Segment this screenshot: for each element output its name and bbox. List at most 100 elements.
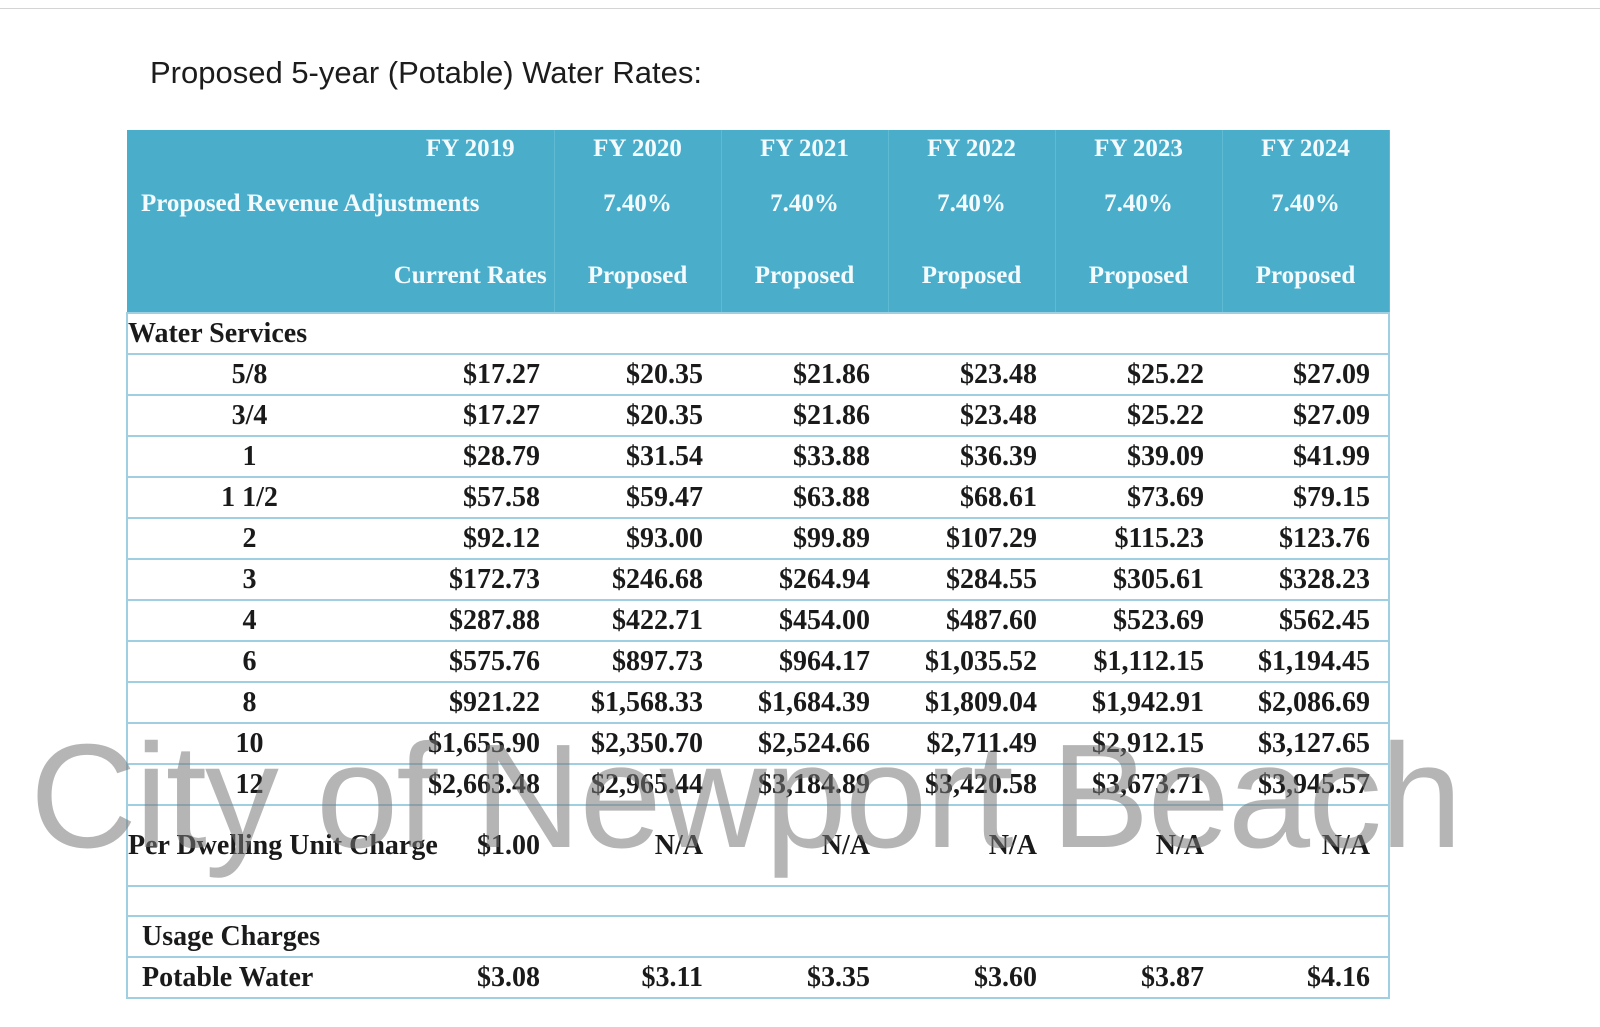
rate-value: $1,809.04	[888, 681, 1055, 723]
rate-value: $123.76	[1222, 517, 1390, 559]
rate-value: $1,035.52	[888, 640, 1055, 682]
rate-value: $897.73	[554, 640, 721, 682]
rate-value: $73.69	[1055, 476, 1222, 518]
rate-value: $68.61	[888, 476, 1055, 518]
adjustment-percent: 7.40%	[1222, 168, 1390, 240]
rate-value: $562.45	[1222, 599, 1390, 641]
rate-value: $28.79	[387, 435, 554, 477]
rate-value: $921.22	[387, 681, 554, 723]
rate-value: $1,684.39	[721, 681, 888, 723]
year-header: FY 2020	[554, 130, 722, 168]
table-row: 3 $172.73 $246.68 $264.94 $284.55 $305.61 $328…	[126, 558, 1390, 600]
fiscal-year-header-row: FY 2019 FY 2020 FY 2021 FY 2022 FY 2023 …	[127, 130, 1390, 168]
rate-status: Proposed	[1055, 240, 1223, 313]
table-row: 1 $28.79 $31.54 $33.88 $36.39 $39.09 $41.99	[126, 435, 1390, 477]
rate-value: $487.60	[888, 599, 1055, 641]
table-row: 12 $2,663.48 $2,965.44 $3,184.89 $3,420.58 $3…	[126, 763, 1390, 805]
meter-size: 3/4	[126, 394, 387, 436]
rate-value: $20.35	[554, 394, 721, 436]
adjustment-percent: 7.40%	[721, 168, 889, 240]
blank-cell	[126, 885, 1390, 916]
rate-value: $172.73	[387, 558, 554, 600]
rate-value: $328.23	[1222, 558, 1390, 600]
rate-value: $99.89	[721, 517, 888, 559]
water-rates-table: FY 2019 FY 2020 FY 2021 FY 2022 FY 2023 …	[126, 130, 1390, 999]
adjustment-percent: 7.40%	[554, 168, 722, 240]
status-corner-cell	[127, 240, 387, 313]
revenue-adjustment-header-row: Proposed Revenue Adjustments 7.40% 7.40%…	[127, 168, 1390, 240]
rate-value: $287.88	[387, 599, 554, 641]
rate-value: $25.22	[1055, 353, 1222, 395]
rate-value: N/A	[888, 804, 1055, 886]
potable-water-row: Potable Water $3.08 $3.11 $3.35 $3.60 $3.87 $4…	[126, 956, 1390, 999]
rate-value: N/A	[1222, 804, 1390, 886]
rate-value: $3.35	[721, 956, 888, 999]
rate-value: $23.48	[888, 394, 1055, 436]
rate-value: $25.22	[1055, 394, 1222, 436]
adjustment-percent	[387, 168, 555, 240]
rate-value: $2,663.48	[387, 763, 554, 805]
rate-value: $284.55	[888, 558, 1055, 600]
blank-row	[126, 885, 1390, 916]
table-row: 8 $921.22 $1,568.33 $1,684.39 $1,809.04 $1,94…	[126, 681, 1390, 723]
rate-value: $454.00	[721, 599, 888, 641]
rate-value: $3,420.58	[888, 763, 1055, 805]
top-divider	[0, 8, 1600, 9]
rate-value: $3,945.57	[1222, 763, 1390, 805]
section-header-row: Water Services	[126, 312, 1390, 354]
water-services-heading: Water Services	[126, 312, 1390, 354]
rate-value: $63.88	[721, 476, 888, 518]
rate-value: $3,127.65	[1222, 722, 1390, 764]
rate-value: $264.94	[721, 558, 888, 600]
rate-status: Proposed	[1222, 240, 1390, 313]
rate-value: $964.17	[721, 640, 888, 682]
adjustment-percent: 7.40%	[1055, 168, 1223, 240]
document-title: Proposed 5-year (Potable) Water Rates:	[150, 55, 702, 90]
meter-size: 3	[126, 558, 387, 600]
rate-value: $2,350.70	[554, 722, 721, 764]
rate-value: $3.11	[554, 956, 721, 999]
rates-table-body: Water Services 5/8 $17.27 $20.35 $21.86 $23.…	[126, 312, 1390, 999]
table-row: 4 $287.88 $422.71 $454.00 $487.60 $523.69 $562…	[126, 599, 1390, 641]
rate-value: $21.86	[721, 394, 888, 436]
meter-size: 10	[126, 722, 387, 764]
rate-value: $1,112.15	[1055, 640, 1222, 682]
rate-value: $3,673.71	[1055, 763, 1222, 805]
meter-size: 5/8	[126, 353, 387, 395]
rate-status: Current Rates	[387, 240, 555, 313]
per-dwelling-label: Per Dwelling Unit Charge	[126, 804, 438, 886]
rate-value: $92.12	[387, 517, 554, 559]
rate-value: $305.61	[1055, 558, 1222, 600]
rate-value: $20.35	[554, 353, 721, 395]
rate-value: $3.87	[1055, 956, 1222, 999]
rate-value: $41.99	[1222, 435, 1390, 477]
table-row: 5/8 $17.27 $20.35 $21.86 $23.48 $25.22 $27.09	[126, 353, 1390, 395]
rate-value: $1,194.45	[1222, 640, 1390, 682]
table-row: 6 $575.76 $897.73 $964.17 $1,035.52 $1,112.15…	[126, 640, 1390, 682]
rate-value: $523.69	[1055, 599, 1222, 641]
rate-value: N/A	[1055, 804, 1222, 886]
rate-value: $31.54	[554, 435, 721, 477]
header-corner-cell	[127, 130, 387, 168]
rate-status: Proposed	[721, 240, 889, 313]
rate-value: $79.15	[1222, 476, 1390, 518]
rate-value: $1,568.33	[554, 681, 721, 723]
year-header: FY 2024	[1222, 130, 1390, 168]
rate-value: $27.09	[1222, 353, 1390, 395]
table-row: 2 $92.12 $93.00 $99.89 $107.29 $115.23 $123.76	[126, 517, 1390, 559]
year-header: FY 2022	[888, 130, 1056, 168]
section-header-row: Usage Charges	[126, 915, 1390, 957]
rate-status: Proposed	[888, 240, 1056, 313]
rate-value: N/A	[554, 804, 721, 886]
rate-value: $36.39	[888, 435, 1055, 477]
meter-size: 1 1/2	[126, 476, 387, 518]
rate-value: $575.76	[387, 640, 554, 682]
rate-status: Proposed	[554, 240, 722, 313]
rate-value: $23.48	[888, 353, 1055, 395]
revenue-adjustment-label: Proposed Revenue Adjustments	[127, 168, 479, 240]
rate-value: $2,965.44	[554, 763, 721, 805]
rate-value: $1.00	[387, 804, 554, 886]
meter-size: 12	[126, 763, 387, 805]
year-header: FY 2021	[721, 130, 889, 168]
